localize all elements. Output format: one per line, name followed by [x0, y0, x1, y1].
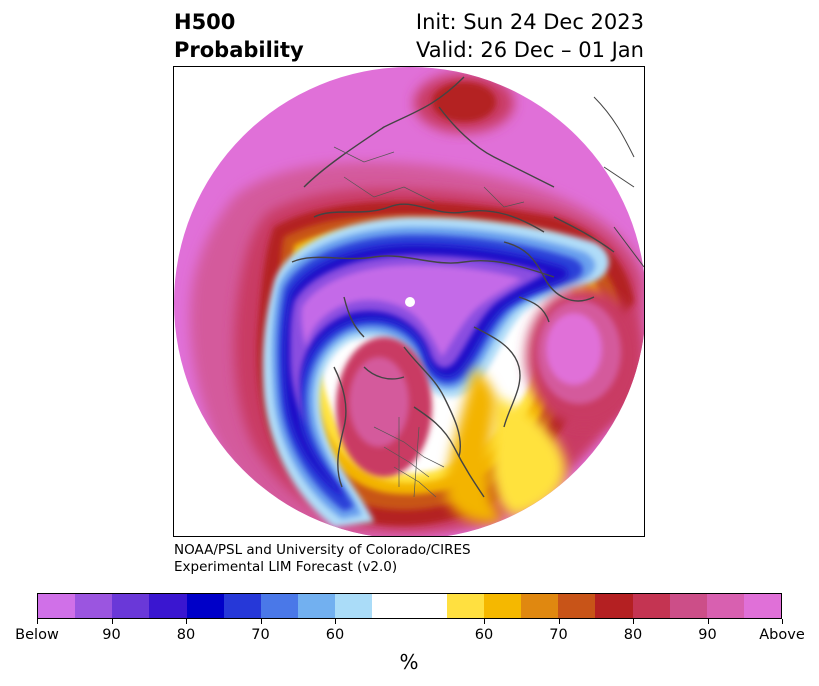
outside-land — [593, 96, 644, 268]
map-title-right: Init: Sun 24 Dec 2023 Valid: 26 Dec – 01… — [416, 8, 644, 64]
colorbar-segment — [186, 594, 224, 618]
colorbar-tick-label: Below — [15, 627, 59, 643]
colorbar-segment — [446, 594, 484, 618]
colorbar-segment — [260, 594, 299, 618]
colorbar-tick-mark — [558, 619, 560, 624]
valid-range: Valid: 26 Dec – 01 Jan — [415, 38, 644, 62]
colorbar-segment — [521, 594, 559, 618]
colorbar-tick-label: 60 — [325, 627, 345, 643]
colorbar — [37, 593, 782, 619]
colorbar-tick-mark — [484, 619, 485, 624]
colorbar-tick-mark — [186, 619, 187, 624]
colorbar-tick-label: 90 — [698, 627, 717, 643]
colorbar-tick-mark — [707, 619, 709, 624]
title-variable: H500 — [174, 10, 236, 34]
colorbar-tick-label: 80 — [176, 627, 196, 643]
colorbar-segment — [669, 594, 707, 618]
colorbar-tick-mark — [633, 619, 634, 624]
colorbar-segment — [706, 594, 744, 618]
colorbar-segment — [483, 594, 522, 618]
colorbar-segment — [149, 594, 187, 618]
credit-line-1: NOAA/PSL and University of Colorado/CIRE… — [174, 542, 471, 558]
colorbar-segment — [632, 594, 670, 618]
colorbar-segment — [112, 594, 150, 618]
colorbar-tick-mark — [782, 619, 783, 624]
colorbar-tick-label: 90 — [102, 627, 121, 643]
polar-map — [174, 67, 644, 536]
colorbar-segment — [38, 594, 76, 618]
colorbar-segment — [595, 594, 633, 618]
credit-text: NOAA/PSL and University of Colorado/CIRE… — [174, 542, 471, 576]
title-field: Probability — [174, 38, 304, 62]
colorbar-segment — [743, 594, 782, 618]
colorbar-tick-label: 70 — [549, 627, 568, 643]
colorbar-tick-mark — [260, 619, 262, 624]
colorbar-unit: % — [399, 650, 419, 674]
coastlines — [291, 76, 615, 498]
credit-line-2: Experimental LIM Forecast (v2.0) — [174, 559, 398, 575]
colorbar-segment — [372, 594, 410, 618]
map-panel — [173, 66, 645, 537]
colorbar-tick-label: 60 — [474, 627, 494, 643]
colorbar-tick-label: 70 — [251, 627, 270, 643]
state-borders — [333, 146, 525, 498]
colorbar-tick-mark — [111, 619, 113, 624]
colorbar-segment — [298, 594, 336, 618]
probability-field — [174, 67, 644, 536]
colorbar-tick-label: Above — [759, 627, 805, 643]
colorbar-segment — [75, 594, 113, 618]
map-title-left: H500 Probability — [174, 8, 304, 64]
colorbar-segment — [409, 594, 447, 618]
colorbar-segment — [558, 594, 596, 618]
colorbar-tick-mark — [335, 619, 336, 624]
init-date: Init: Sun 24 Dec 2023 — [415, 10, 644, 34]
colorbar-segment — [335, 594, 373, 618]
colorbar-tick-label: 80 — [623, 627, 643, 643]
colorbar-segment — [223, 594, 261, 618]
colorbar-tick-mark — [37, 619, 38, 624]
